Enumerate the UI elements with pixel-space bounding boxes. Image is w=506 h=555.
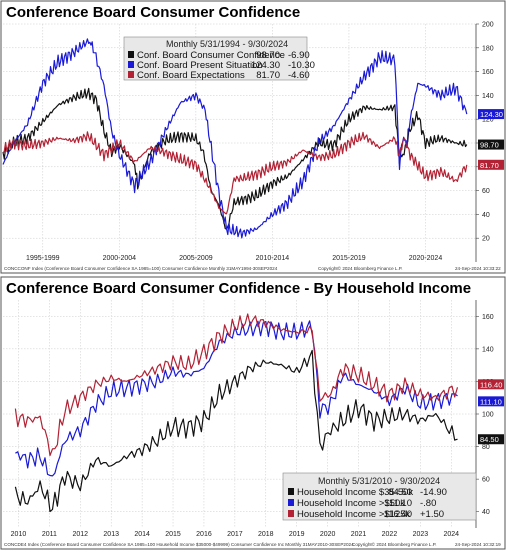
y-tick-label: 140 bbox=[482, 346, 494, 353]
legend-swatch bbox=[288, 510, 294, 517]
legend-series-value: 81.70 bbox=[256, 70, 280, 81]
legend-title: Monthly 5/31/2010 - 9/30/2024 bbox=[318, 476, 440, 486]
legend-series-value: 111.10 bbox=[384, 498, 412, 509]
series-line-black bbox=[2, 87, 468, 230]
x-tick-label: 2005-2009 bbox=[179, 255, 213, 262]
y-tick-label: 160 bbox=[482, 69, 494, 76]
last-value-label: 111.10 bbox=[480, 397, 502, 406]
legend-series-value: 116.40 bbox=[384, 509, 412, 520]
series-line-black bbox=[14, 349, 458, 513]
legend-series-change: -4.60 bbox=[288, 70, 310, 81]
last-value-tag bbox=[478, 434, 504, 445]
legend-series-value: 84.50 bbox=[388, 487, 412, 498]
chart-title: Conference Board Consumer Confidence - B… bbox=[6, 280, 471, 297]
legend-series-name: Household Income $35-50k bbox=[297, 487, 413, 498]
x-tick-label: 2013 bbox=[103, 531, 119, 538]
x-tick-label: 2019 bbox=[289, 531, 305, 538]
last-value-label: 116.40 bbox=[480, 380, 502, 389]
y-tick-label: 200 bbox=[482, 22, 494, 29]
footer-copyright: Copyright© 2024 Bloomberg Finance L.P. bbox=[318, 265, 403, 271]
x-tick-label: 2010 bbox=[11, 531, 27, 538]
last-value-tag bbox=[478, 139, 504, 150]
last-value-tag bbox=[478, 109, 504, 120]
last-value-tag bbox=[478, 379, 504, 390]
last-value-tag bbox=[478, 396, 504, 407]
legend-series-change: -10.30 bbox=[288, 60, 315, 71]
series-line-blue bbox=[2, 38, 468, 239]
legend: Monthly 5/31/2010 - 9/30/2024 Household … bbox=[282, 472, 477, 521]
footer-timestamp: 24-Sep-2024 10:33:22 bbox=[455, 266, 501, 271]
legend-swatch bbox=[128, 71, 134, 78]
legend-swatch bbox=[288, 488, 294, 495]
x-tick-label: 2012 bbox=[72, 531, 88, 538]
x-tick-label: 2022 bbox=[382, 531, 398, 538]
last-value-label: 84.50 bbox=[480, 435, 499, 444]
legend-series-change: -14.90 bbox=[420, 487, 447, 498]
footer-left: CONCCONF Index (Conference Board Consume… bbox=[4, 266, 278, 271]
legend-series-value: 98.70 bbox=[256, 50, 280, 61]
legend-series-name: Conf. Board Expectations bbox=[137, 70, 245, 81]
last-value-label: 98.70 bbox=[480, 141, 499, 150]
chart-panel-2: Conference Board Consumer Confidence - B… bbox=[0, 276, 506, 550]
x-tick-label: 2017 bbox=[227, 531, 243, 538]
y-tick-label: 60 bbox=[482, 188, 490, 195]
y-tick-label: 80 bbox=[482, 444, 490, 451]
series-line-red bbox=[2, 131, 468, 215]
y-tick-label: 40 bbox=[482, 212, 490, 219]
legend: Monthly 5/31/1994 - 9/30/2024 Conf. Boar… bbox=[123, 36, 315, 81]
chart-title: Conference Board Consumer Confidence bbox=[6, 4, 300, 21]
footer-left: CONCDE4 Index (Conference Board Consumer… bbox=[4, 542, 354, 547]
y-tick-label: 40 bbox=[482, 509, 490, 516]
x-tick-label: 2020-2024 bbox=[409, 255, 443, 262]
y-tick-label: 60 bbox=[482, 477, 490, 484]
y-tick-label: 120 bbox=[482, 117, 494, 124]
legend-box bbox=[282, 472, 477, 521]
x-tick-label: 2021 bbox=[351, 531, 367, 538]
legend-series-name: Household Income >$50k bbox=[297, 498, 405, 509]
x-tick-label: 1995-1999 bbox=[26, 255, 60, 262]
legend-swatch bbox=[128, 51, 134, 58]
last-value-label: 124.30 bbox=[480, 110, 503, 119]
legend-swatch bbox=[128, 61, 134, 68]
x-tick-label: 2000-2004 bbox=[103, 255, 137, 262]
x-tick-label: 2010-2014 bbox=[256, 255, 290, 262]
legend-series-name: Conf. Board Present Situation bbox=[137, 60, 263, 71]
x-tick-label: 2018 bbox=[258, 531, 274, 538]
y-tick-label: 140 bbox=[482, 93, 494, 100]
y-tick-label: 20 bbox=[482, 236, 490, 243]
x-tick-label: 2015-2019 bbox=[332, 255, 366, 262]
x-tick-label: 2016 bbox=[196, 531, 212, 538]
x-tick-label: 2020 bbox=[320, 531, 336, 538]
x-tick-label: 2014 bbox=[134, 531, 150, 538]
legend-series-change: -.80 bbox=[420, 498, 436, 509]
x-tick-label: 2015 bbox=[165, 531, 181, 538]
y-tick-label: 160 bbox=[482, 314, 494, 321]
legend-series-name: Household Income >$125k bbox=[297, 509, 411, 520]
series-line-red bbox=[14, 313, 459, 457]
footer-copyright: Copyright© 2024 Bloomberg Finance L.P. bbox=[352, 541, 437, 547]
legend-swatch bbox=[288, 499, 294, 506]
last-value-tag bbox=[478, 159, 504, 170]
legend-series-change: +1.50 bbox=[420, 509, 444, 520]
x-tick-label: 2023 bbox=[413, 531, 429, 538]
y-tick-label: 180 bbox=[482, 45, 494, 52]
x-tick-label: 2011 bbox=[42, 531, 57, 538]
y-tick-label: 100 bbox=[482, 412, 494, 419]
last-value-label: 81.70 bbox=[480, 161, 499, 170]
legend-series-name: Conf. Board Consumer Confidence bbox=[137, 50, 285, 61]
x-tick-label: 2024 bbox=[443, 531, 459, 538]
footer-timestamp: 24-Sep-2024 10:32:19 bbox=[455, 542, 501, 547]
chart-panel-1: Conference Board Consumer Confidence 20 4… bbox=[0, 0, 506, 274]
legend-title: Monthly 5/31/1994 - 9/30/2024 bbox=[166, 39, 288, 49]
legend-series-change: -6.90 bbox=[288, 50, 310, 61]
legend-box bbox=[123, 36, 308, 81]
legend-series-value: 124.30 bbox=[251, 60, 280, 71]
